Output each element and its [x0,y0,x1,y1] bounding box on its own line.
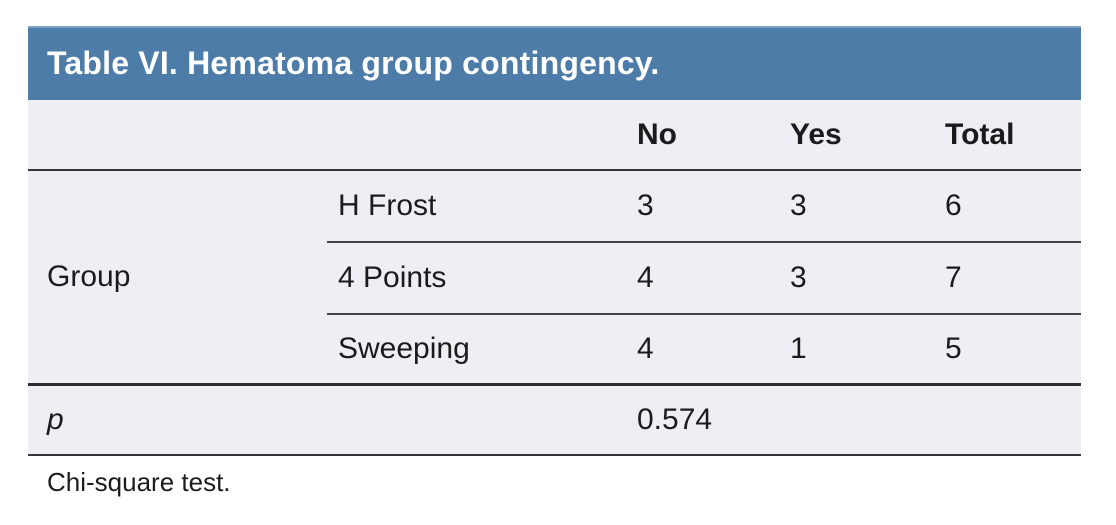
rule-between-rows [327,241,1081,243]
rule-between-rows [327,313,1081,315]
cell-yes: 1 [790,332,807,365]
table-row: 4 Points 4 3 7 [28,243,1081,313]
contingency-table: No Yes Total Group H Frost 3 3 6 4 Point… [28,100,1081,456]
row-label: 4 Points [338,261,447,294]
cell-yes: 3 [790,189,807,222]
header-row: No Yes Total [28,100,1081,169]
row-label: Sweeping [338,332,470,365]
table-row: Sweeping 4 1 5 [28,315,1081,383]
p-value: 0.574 [637,403,713,436]
p-value-row: p 0.574 [28,386,1081,454]
cell-no: 4 [637,261,654,294]
row-label: H Frost [338,189,437,222]
p-label: p [47,403,64,436]
cell-total: 6 [945,189,962,222]
rule-table-bottom [28,454,1081,456]
cell-yes: 3 [790,261,807,294]
cell-no: 3 [637,189,654,222]
cell-total: 5 [945,332,962,365]
group-row-label: Group [47,260,131,293]
header-total: Total [945,117,1015,151]
table-row: H Frost 3 3 6 [28,171,1081,241]
rule-below-body [28,383,1081,386]
rule-below-header [28,169,1081,171]
table-title-band: Table VI. Hematoma group contingency. [28,26,1081,100]
header-no: No [637,117,677,151]
cell-no: 4 [637,332,654,365]
cell-total: 7 [945,261,962,294]
header-yes: Yes [790,117,842,151]
table-title: Table VI. Hematoma group contingency. [47,44,660,81]
table-footnote: Chi-square test. [47,467,231,497]
